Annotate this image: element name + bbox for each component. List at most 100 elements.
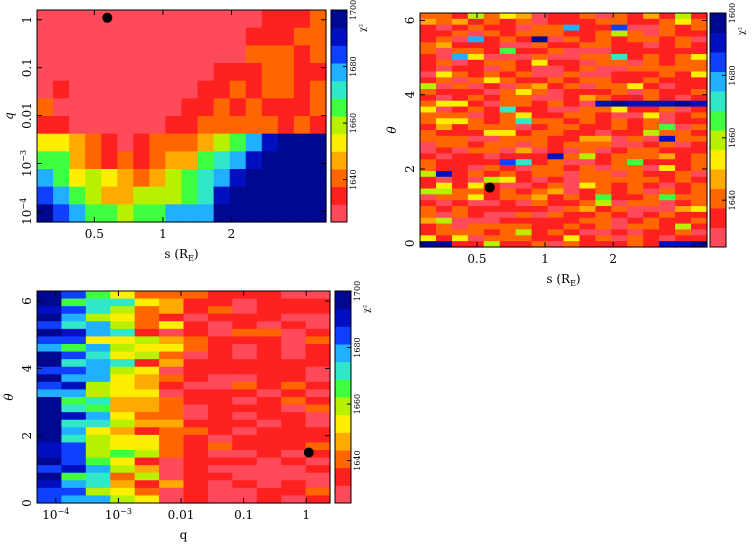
heatmap-cell <box>627 94 644 102</box>
heatmap-cell <box>467 89 485 96</box>
heatmap-cell <box>110 412 136 421</box>
heatmap-cell <box>643 83 660 90</box>
heatmap-cell <box>483 229 501 236</box>
heatmap-cell <box>611 112 628 119</box>
heatmap-cell <box>579 135 596 143</box>
heatmap-cell <box>85 63 102 82</box>
heatmap-cell <box>53 63 70 82</box>
heatmap-cell <box>483 124 501 131</box>
heatmap-cell <box>37 442 63 451</box>
heatmap-cell <box>134 298 160 307</box>
heatmap-cell <box>420 165 437 172</box>
heatmap-cell <box>149 169 167 188</box>
heatmap-cell <box>643 118 660 125</box>
heatmap-cell <box>420 135 437 143</box>
heatmap-cell <box>133 63 150 82</box>
heatmap-cell <box>659 141 676 149</box>
heatmap-cell <box>110 487 136 497</box>
heatmap-cell <box>643 124 660 131</box>
heatmap-cell <box>117 204 134 223</box>
heatmap-cell <box>499 194 517 201</box>
heatmap-cell <box>627 188 644 195</box>
heatmap-cell <box>213 98 231 117</box>
heatmap-cell <box>281 442 307 451</box>
heatmap-cell <box>531 71 549 78</box>
heatmap-cell <box>277 98 295 117</box>
heatmap-cell <box>515 200 533 207</box>
heatmap-cell <box>85 98 102 117</box>
heatmap-cell <box>309 80 327 99</box>
heatmap-cell <box>183 291 209 300</box>
heatmap-cell <box>420 42 437 49</box>
heatmap-cell <box>435 188 453 195</box>
heatmap-cell <box>547 188 565 195</box>
x-tick-label: 10−3 <box>105 507 132 522</box>
heatmap-cell <box>134 427 160 436</box>
heatmap-cell <box>611 24 628 32</box>
heatmap-cell <box>181 151 199 170</box>
heatmap-cell <box>675 194 692 201</box>
heatmap-cell <box>595 42 612 49</box>
heatmap-cell <box>499 112 517 119</box>
heatmap-cell <box>281 313 307 322</box>
heatmap-cell <box>181 204 199 223</box>
heatmap-cell <box>531 112 549 119</box>
heatmap-cell <box>691 48 708 55</box>
heatmap-cell <box>643 18 660 26</box>
heatmap-cell <box>467 217 485 225</box>
heatmap-cell <box>659 153 676 160</box>
heatmap-cell <box>467 130 485 137</box>
heatmap-cell <box>563 159 581 166</box>
heatmap-cell <box>159 434 185 444</box>
heatmap-cell <box>207 351 233 360</box>
colorbar-tick-label: 1700 <box>353 281 362 301</box>
heatmap-cell <box>499 159 517 166</box>
heatmap-cell <box>213 10 231 29</box>
heatmap-cell <box>643 13 660 20</box>
heatmap-cell <box>499 235 517 242</box>
heatmap-cell <box>435 124 453 131</box>
heatmap-cell <box>691 188 708 195</box>
x-axis-label: s (RE) <box>164 247 198 263</box>
heatmap-cell <box>563 94 581 102</box>
heatmap-cell <box>627 211 644 219</box>
heatmap-cell <box>611 100 628 108</box>
plot-frame <box>419 12 708 248</box>
heatmap-cell <box>515 182 533 190</box>
heatmap-cell <box>675 71 692 78</box>
heatmap-cell <box>420 200 437 207</box>
heatmap-cell <box>547 71 565 78</box>
heatmap-cell <box>595 170 612 178</box>
heatmap-cell <box>595 211 612 219</box>
heatmap-cell <box>691 36 708 43</box>
heatmap-cell <box>499 211 517 219</box>
heatmap-cell <box>281 328 307 338</box>
heatmap-cell <box>499 65 517 73</box>
heatmap-cell <box>134 397 160 406</box>
heatmap-cell <box>181 186 199 205</box>
heatmap-cell <box>110 480 136 489</box>
heatmap-cell <box>627 223 644 231</box>
heatmap-cell <box>110 374 136 383</box>
heatmap-cell <box>435 135 453 143</box>
heatmap-cell <box>435 65 453 73</box>
heatmap-cell <box>611 48 628 55</box>
heatmap-cell <box>435 182 453 190</box>
heatmap-cell <box>281 450 307 459</box>
heatmap-cell <box>281 306 307 315</box>
heatmap-cell <box>531 77 549 84</box>
heatmap-cell <box>499 18 517 26</box>
heatmap-cell <box>515 206 533 213</box>
heatmap-cell <box>134 291 160 300</box>
heatmap-cell <box>691 229 708 236</box>
heatmap-cell <box>627 130 644 137</box>
heatmap-cell <box>134 344 160 353</box>
heatmap-cell <box>547 36 565 43</box>
heatmap-cell <box>277 204 295 223</box>
heatmap-cell <box>531 182 549 190</box>
heatmap-cell <box>515 24 533 32</box>
heatmap-cell <box>611 118 628 125</box>
heatmap-cell <box>110 397 136 406</box>
heatmap-cell <box>183 351 209 360</box>
heatmap-cell <box>85 472 111 481</box>
